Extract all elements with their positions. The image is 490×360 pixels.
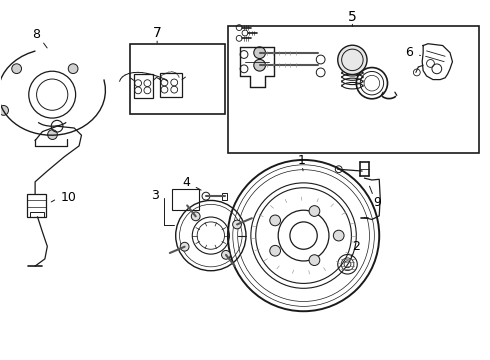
Circle shape xyxy=(180,242,189,251)
Circle shape xyxy=(270,246,280,256)
Bar xyxy=(27,194,47,217)
Text: 3: 3 xyxy=(151,189,159,202)
Text: 6: 6 xyxy=(405,46,413,59)
Circle shape xyxy=(48,130,57,139)
Circle shape xyxy=(221,251,230,259)
Bar xyxy=(130,44,225,114)
Text: 4: 4 xyxy=(182,176,190,189)
Circle shape xyxy=(0,105,8,115)
Circle shape xyxy=(254,59,266,71)
Circle shape xyxy=(233,220,242,229)
Bar xyxy=(172,189,198,211)
Circle shape xyxy=(309,206,320,216)
Bar xyxy=(30,212,44,217)
Text: 7: 7 xyxy=(153,26,162,40)
Text: 5: 5 xyxy=(348,10,357,24)
Bar xyxy=(134,74,153,98)
Text: 8: 8 xyxy=(32,28,40,41)
Circle shape xyxy=(191,212,200,221)
Circle shape xyxy=(338,45,367,75)
Text: 9: 9 xyxy=(373,196,381,209)
Circle shape xyxy=(12,64,22,73)
Bar xyxy=(221,193,227,200)
Bar xyxy=(228,26,479,153)
Circle shape xyxy=(68,64,78,73)
Text: 10: 10 xyxy=(60,191,76,204)
Text: 1: 1 xyxy=(298,154,306,167)
Bar xyxy=(160,73,182,97)
Circle shape xyxy=(309,255,320,266)
Text: 2: 2 xyxy=(352,240,360,253)
Circle shape xyxy=(254,47,266,59)
Circle shape xyxy=(333,230,344,241)
Circle shape xyxy=(270,215,280,226)
